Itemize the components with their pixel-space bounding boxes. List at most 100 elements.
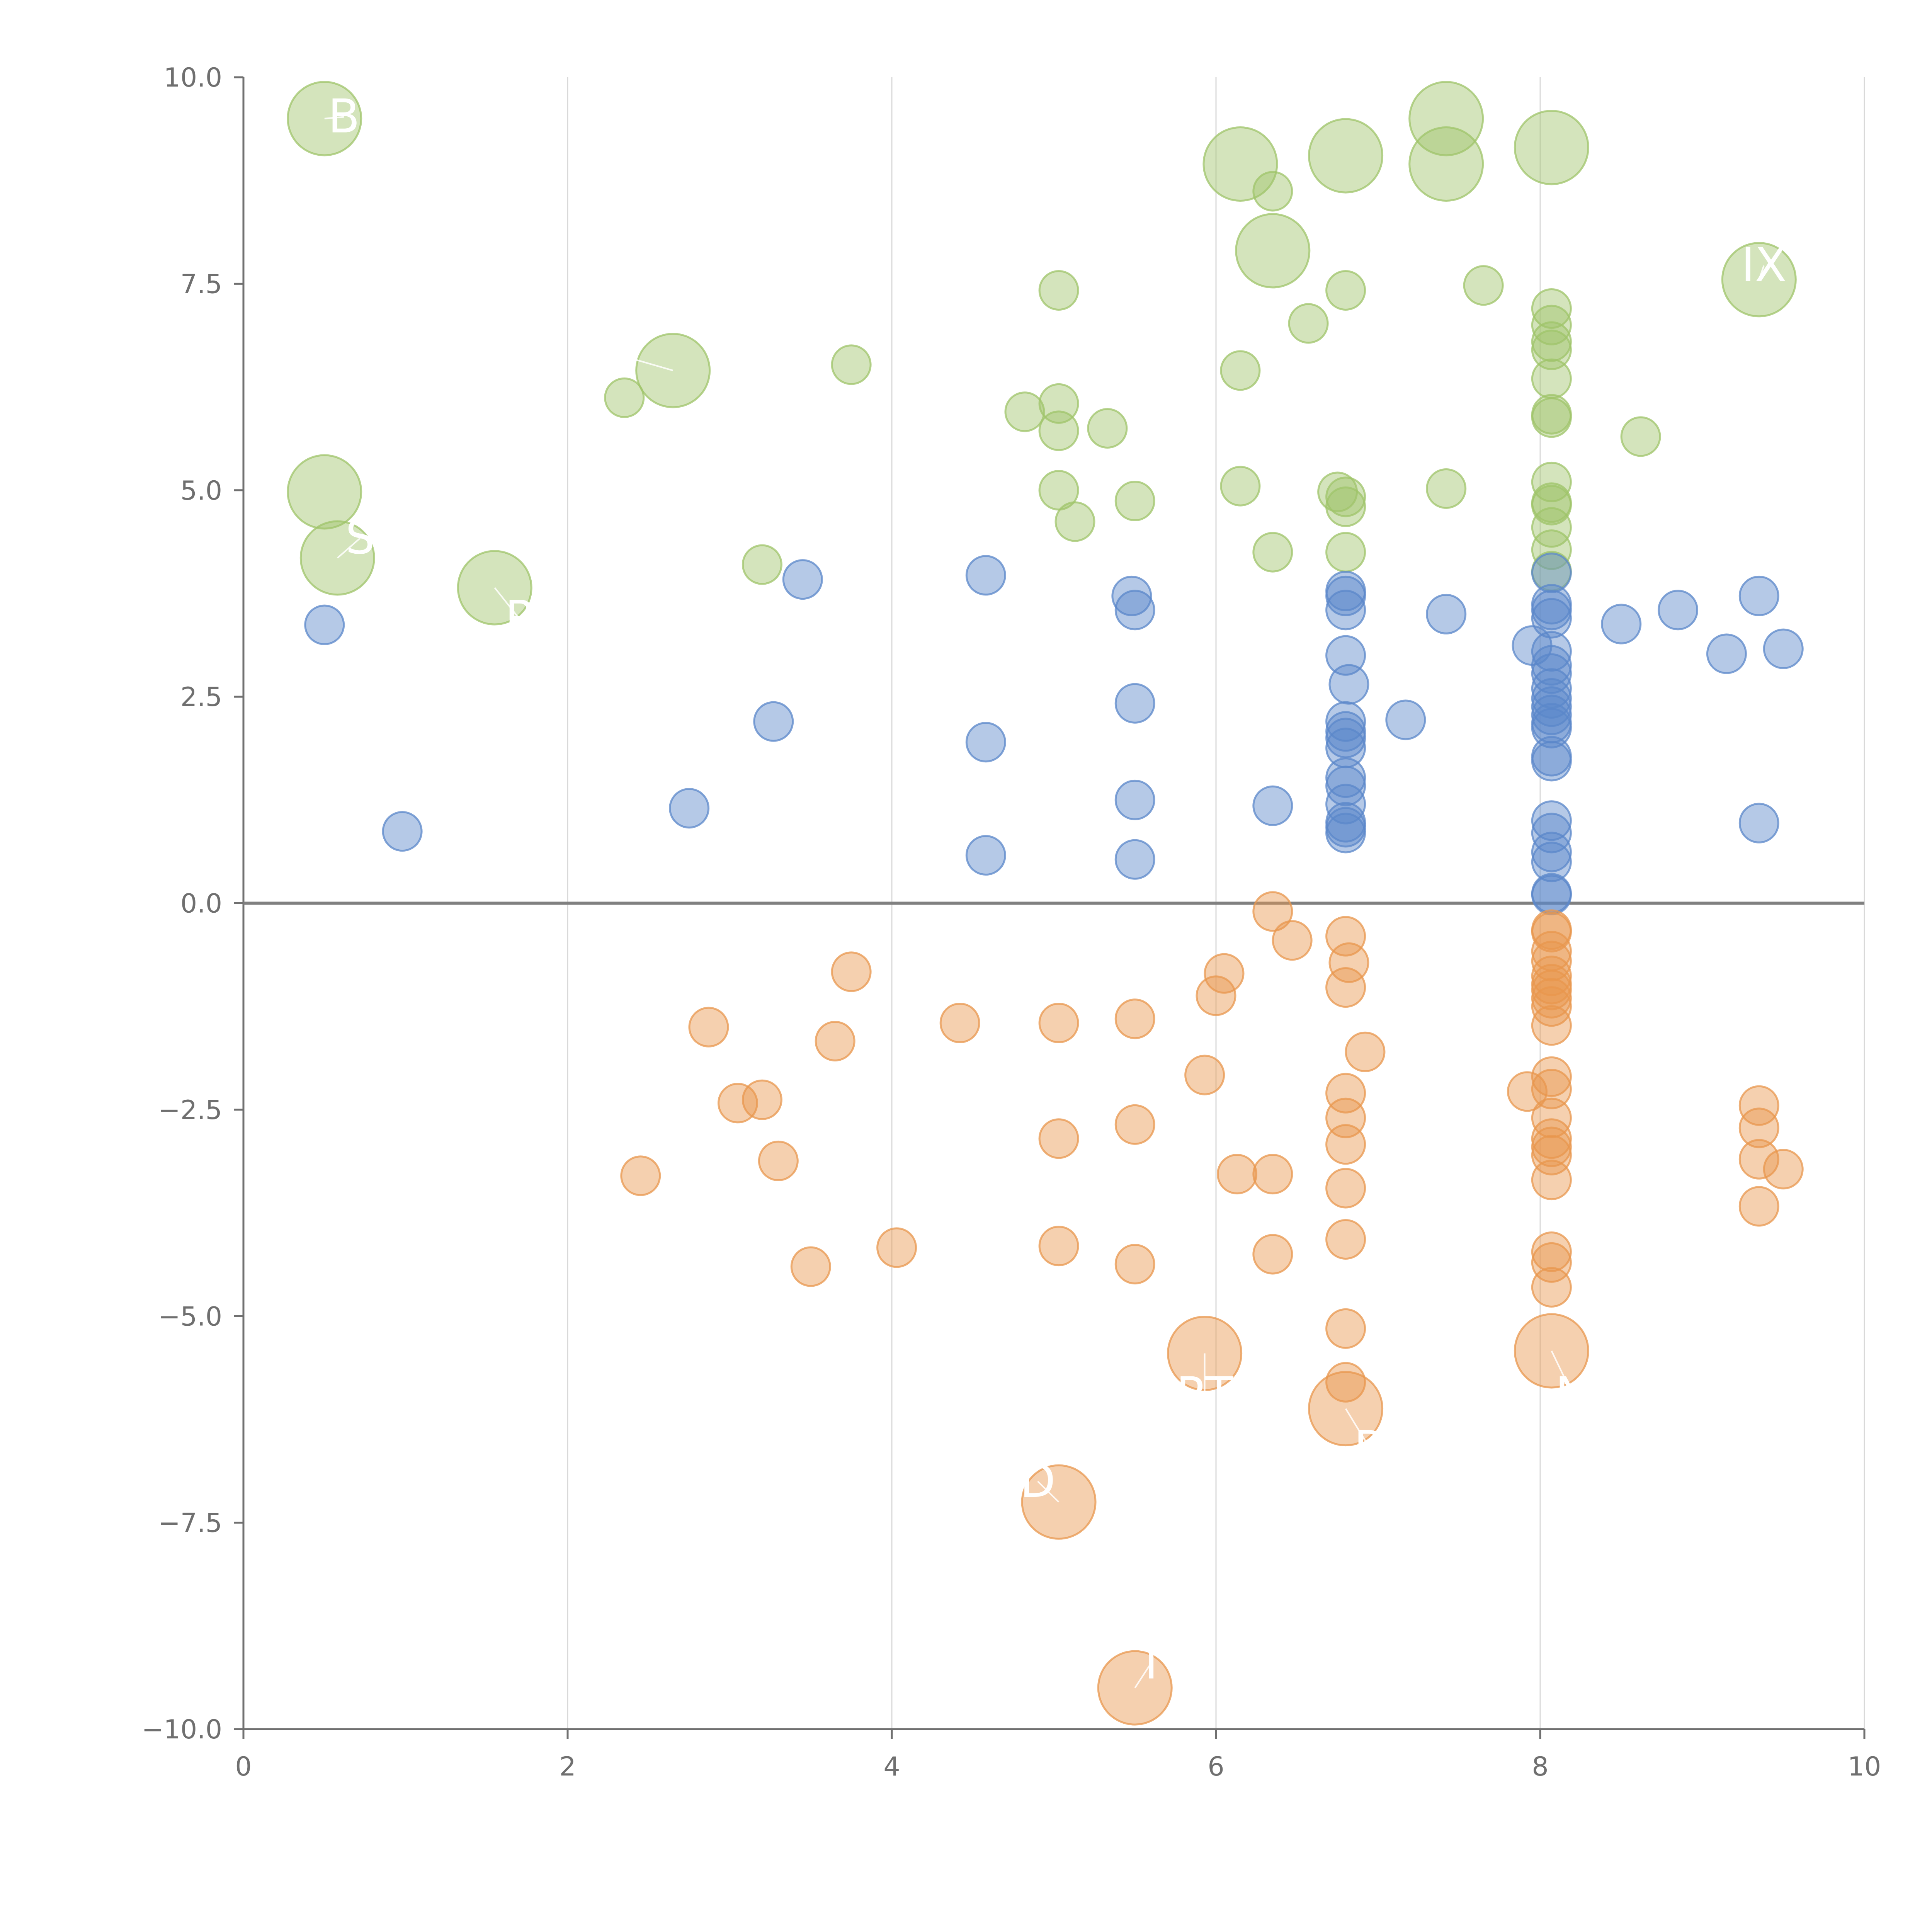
data-point-orange	[1763, 1149, 1804, 1190]
data-point-orange	[1252, 1154, 1293, 1195]
data-point-green	[1620, 416, 1661, 457]
y-tick-label: 5.0	[180, 476, 222, 506]
data-point-green	[1252, 532, 1293, 573]
data-point-green	[1531, 329, 1572, 370]
data-point-blue	[1426, 594, 1467, 634]
data-point-blue	[1114, 839, 1155, 880]
annotation-leader	[1134, 1662, 1152, 1689]
point-annotation: P	[505, 591, 533, 645]
data-point-green	[1114, 481, 1155, 522]
data-point-orange	[876, 1227, 917, 1268]
data-point-green	[604, 377, 645, 418]
data-point-green	[1531, 485, 1572, 526]
data-point-green	[1514, 110, 1589, 185]
data-point-blue	[1385, 699, 1426, 740]
data-point-blue	[965, 835, 1006, 876]
data-point-blue	[669, 788, 710, 829]
data-point-green	[1220, 466, 1261, 507]
data-point-orange	[1738, 1186, 1779, 1227]
data-point-orange	[1325, 967, 1366, 1008]
x-tick-label: 8	[1532, 1752, 1548, 1782]
y-tick-label: −7.5	[158, 1508, 222, 1539]
data-point-blue	[782, 559, 823, 600]
data-point-orange	[1038, 1002, 1079, 1043]
annotation-leader	[494, 587, 520, 619]
data-point-blue	[1658, 590, 1699, 631]
data-point-orange	[831, 951, 872, 992]
data-point-orange	[1272, 920, 1313, 961]
data-point-orange	[1325, 1073, 1366, 1114]
data-point-orange	[1325, 1124, 1366, 1165]
data-point-orange	[1531, 956, 1572, 997]
data-point-orange	[1196, 975, 1236, 1016]
data-point-orange	[1531, 1160, 1572, 1201]
data-point-green	[1531, 358, 1572, 399]
data-point-blue	[1531, 842, 1572, 883]
point-annotation: i	[618, 329, 631, 383]
data-point-blue	[1111, 575, 1152, 616]
data-point-green	[831, 344, 872, 385]
data-point-orange	[1531, 1097, 1572, 1138]
data-point-orange	[1531, 1242, 1572, 1283]
data-point-blue	[1738, 803, 1779, 844]
data-point-blue	[1114, 779, 1155, 820]
data-point-blue	[1531, 694, 1572, 735]
data-point-orange	[1184, 1054, 1225, 1095]
data-point-orange	[688, 1007, 729, 1048]
annotation-leader	[1551, 1350, 1573, 1395]
data-point-blue	[1325, 813, 1366, 854]
point-annotation: B	[328, 90, 360, 144]
y-tick-label: −10.0	[142, 1714, 222, 1745]
data-point-orange	[1531, 969, 1572, 1010]
data-point-blue	[1531, 800, 1572, 841]
data-point-blue	[1531, 590, 1572, 631]
data-point-blue	[1531, 653, 1572, 694]
data-point-orange	[1114, 998, 1155, 1039]
x-tick-label: 2	[559, 1752, 576, 1782]
x-tick-label: 0	[235, 1752, 252, 1782]
data-point-blue	[965, 555, 1006, 596]
data-point-green	[1054, 501, 1095, 542]
annotation-leader	[337, 537, 361, 559]
data-point-orange	[1038, 1118, 1079, 1159]
data-point-green	[1325, 486, 1366, 527]
x-tick-label: 10	[1848, 1752, 1881, 1782]
data-point-blue	[1252, 785, 1293, 826]
data-point-orange	[1531, 1134, 1572, 1175]
data-point-orange	[1325, 1168, 1366, 1209]
point-annotation: RT	[1176, 1367, 1234, 1421]
data-point-green	[1531, 529, 1572, 570]
data-point-orange	[790, 1246, 831, 1287]
data-point-orange	[1325, 916, 1366, 957]
point-annotation: R	[1354, 1421, 1386, 1475]
data-point-green	[1325, 270, 1366, 311]
data-point-green	[1531, 321, 1572, 362]
data-point-blue	[1531, 645, 1572, 686]
annotation-leader	[1345, 1408, 1371, 1449]
data-point-green	[1408, 81, 1484, 156]
data-point-green	[1087, 408, 1128, 449]
data-point-green	[1325, 476, 1366, 517]
data-point-green	[1288, 303, 1329, 344]
data-point-green	[1038, 270, 1079, 311]
data-point-orange	[1114, 1104, 1155, 1145]
data-point-orange	[1114, 1244, 1155, 1285]
data-point-green	[1308, 118, 1384, 194]
data-point-blue	[1763, 628, 1804, 669]
data-point-green	[1004, 391, 1045, 432]
data-point-orange	[1531, 1267, 1572, 1308]
data-point-orange	[1738, 1139, 1779, 1180]
point-annotation: T	[1137, 1636, 1166, 1690]
data-point-orange	[1531, 1126, 1572, 1167]
data-point-blue	[1738, 575, 1779, 616]
data-point-orange	[1531, 1056, 1572, 1097]
data-point-blue	[753, 701, 794, 742]
data-point-orange	[1531, 1118, 1572, 1159]
data-point-green	[1426, 468, 1467, 509]
data-point-blue	[1601, 604, 1642, 645]
data-point-orange	[1325, 1308, 1366, 1349]
data-point-blue	[1325, 635, 1366, 676]
data-point-orange	[815, 1020, 855, 1061]
